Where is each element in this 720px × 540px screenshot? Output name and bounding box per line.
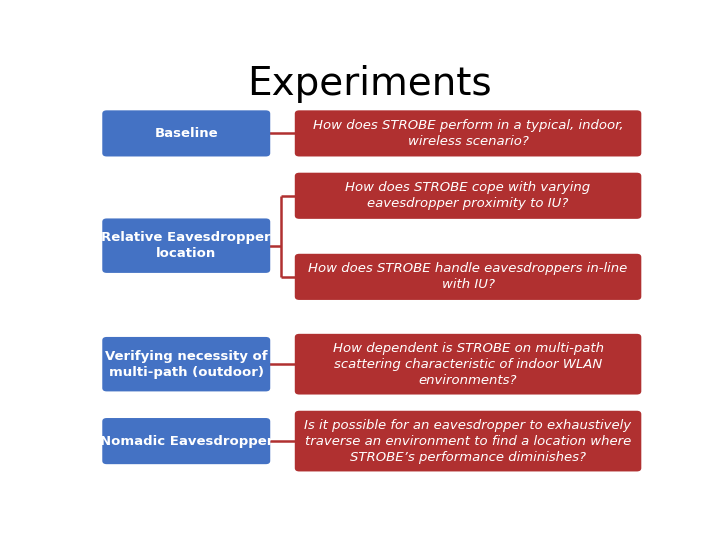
Text: Nomadic Eavesdropper: Nomadic Eavesdropper (99, 435, 273, 448)
FancyBboxPatch shape (102, 219, 270, 273)
Text: Baseline: Baseline (155, 127, 218, 140)
FancyBboxPatch shape (294, 173, 642, 219)
Text: How dependent is STROBE on multi-path
scattering characteristic of indoor WLAN
e: How dependent is STROBE on multi-path sc… (333, 342, 603, 387)
FancyBboxPatch shape (294, 254, 642, 300)
Text: Verifying necessity of
multi-path (outdoor): Verifying necessity of multi-path (outdo… (105, 350, 268, 379)
FancyBboxPatch shape (102, 110, 270, 157)
Text: How does STROBE handle eavesdroppers in-line
with IU?: How does STROBE handle eavesdroppers in-… (308, 262, 628, 292)
FancyBboxPatch shape (294, 334, 642, 395)
Text: How does STROBE cope with varying
eavesdropper proximity to IU?: How does STROBE cope with varying eavesd… (346, 181, 590, 210)
Text: Is it possible for an eavesdropper to exhaustively
traverse an environment to fi: Is it possible for an eavesdropper to ex… (305, 418, 631, 464)
Text: How does STROBE perform in a typical, indoor,
wireless scenario?: How does STROBE perform in a typical, in… (312, 119, 624, 148)
Text: Experiments: Experiments (247, 64, 491, 103)
Text: Relative Eavesdropper
location: Relative Eavesdropper location (102, 231, 271, 260)
FancyBboxPatch shape (102, 337, 270, 392)
FancyBboxPatch shape (294, 110, 642, 157)
FancyBboxPatch shape (102, 418, 270, 464)
FancyBboxPatch shape (294, 411, 642, 471)
